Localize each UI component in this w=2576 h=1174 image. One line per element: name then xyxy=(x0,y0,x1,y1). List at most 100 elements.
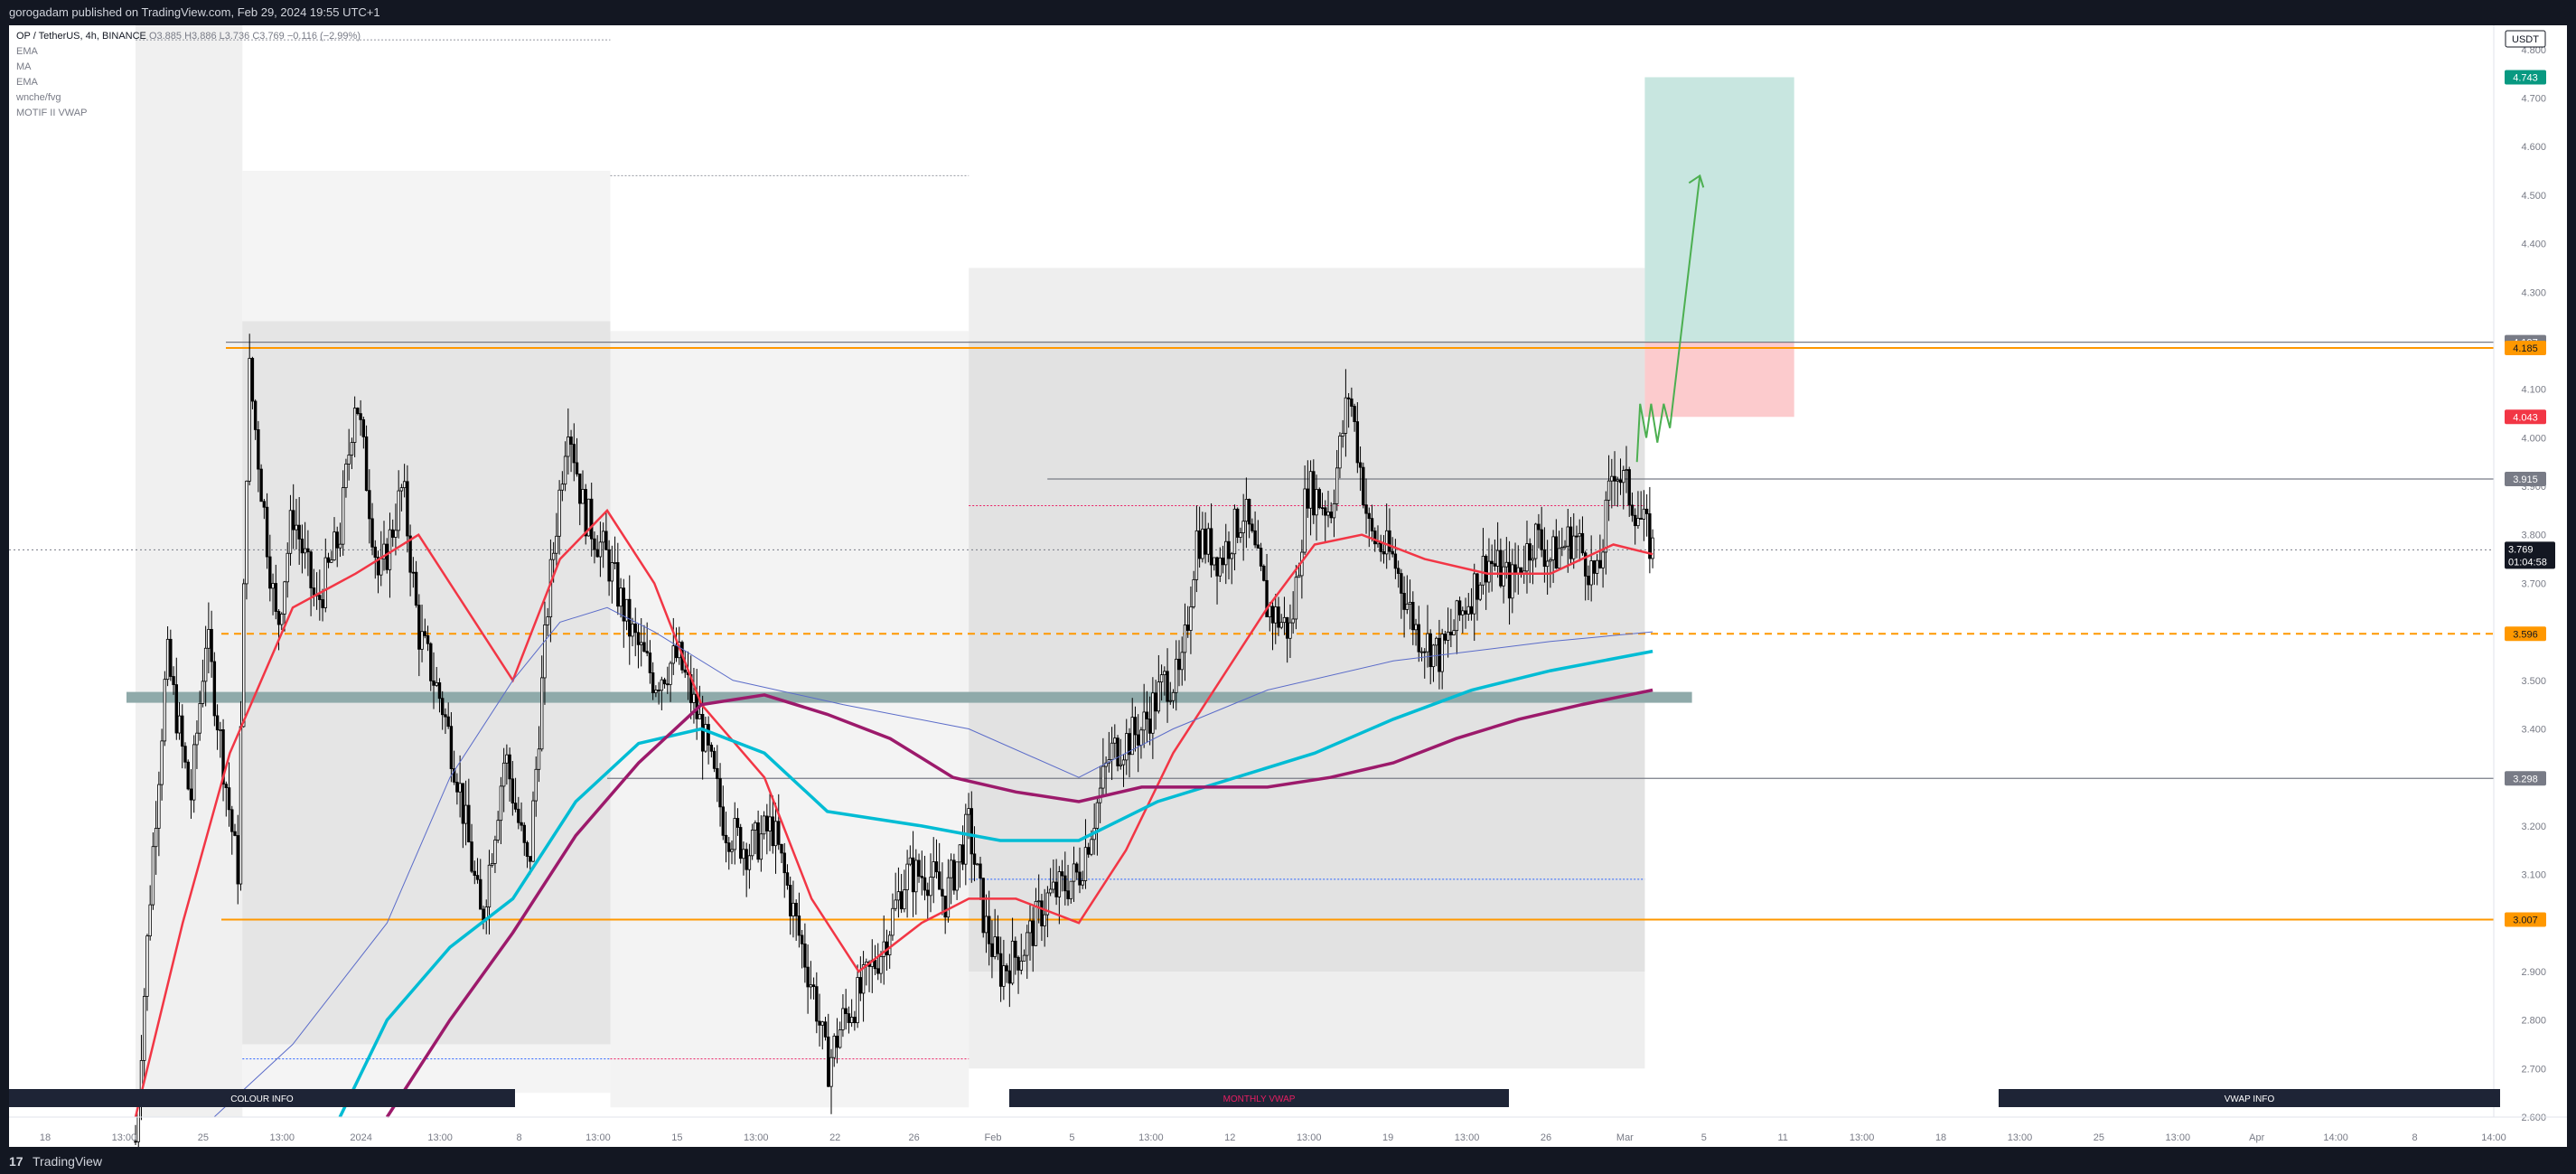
candle-body[interactable] xyxy=(333,531,336,560)
candle-body[interactable] xyxy=(1601,551,1605,568)
candle-body[interactable] xyxy=(622,587,625,622)
candle-body[interactable] xyxy=(446,716,450,728)
candle-body[interactable] xyxy=(1554,536,1559,568)
candle-body[interactable] xyxy=(849,1017,854,1023)
candle-body[interactable] xyxy=(513,803,518,810)
candle-body[interactable] xyxy=(551,552,556,560)
candle-body[interactable] xyxy=(143,996,146,1061)
position-target-zone[interactable] xyxy=(1644,77,1794,343)
candle-body[interactable] xyxy=(1282,616,1287,624)
candle-body[interactable] xyxy=(1142,711,1146,731)
candle-body[interactable] xyxy=(1270,606,1275,624)
candle-body[interactable] xyxy=(522,824,526,843)
candle-body[interactable] xyxy=(364,436,369,492)
candle-body[interactable] xyxy=(1338,436,1342,469)
candle-body[interactable] xyxy=(768,816,772,831)
candle-body[interactable] xyxy=(861,964,866,994)
candle-body[interactable] xyxy=(198,703,201,734)
candle-body[interactable] xyxy=(1291,618,1295,624)
candle-body[interactable] xyxy=(265,506,269,558)
candle-body[interactable] xyxy=(1016,956,1020,971)
candle-body[interactable] xyxy=(934,861,939,873)
candle-body[interactable] xyxy=(1028,920,1032,934)
candle-body[interactable] xyxy=(479,878,482,910)
candle-body[interactable] xyxy=(1580,532,1585,554)
candle-body[interactable] xyxy=(815,986,819,1022)
candle-body[interactable] xyxy=(145,935,149,997)
candle-body[interactable] xyxy=(1247,499,1251,525)
candle-body[interactable] xyxy=(1429,633,1432,668)
candle-body[interactable] xyxy=(501,762,506,787)
candle-body[interactable] xyxy=(1513,564,1517,574)
candle-body[interactable] xyxy=(1040,900,1044,926)
candle-body[interactable] xyxy=(1613,475,1616,482)
candle-body[interactable] xyxy=(642,642,646,653)
candle-body[interactable] xyxy=(645,651,649,653)
candle-body[interactable] xyxy=(219,728,222,731)
candle-body[interactable] xyxy=(908,857,913,865)
candle-body[interactable] xyxy=(984,916,988,934)
candle-body[interactable] xyxy=(423,631,426,636)
legend-indicator-ema-2[interactable]: EMA xyxy=(16,77,38,88)
candle-body[interactable] xyxy=(1507,561,1512,599)
candle-body[interactable] xyxy=(154,828,158,848)
candle-body[interactable] xyxy=(326,557,331,563)
candle-body[interactable] xyxy=(1197,530,1202,559)
candle-body[interactable] xyxy=(1636,518,1640,527)
candle-body[interactable] xyxy=(1154,692,1157,712)
candle-body[interactable] xyxy=(262,501,267,508)
candle-body[interactable] xyxy=(1209,528,1213,566)
candle-body[interactable] xyxy=(1063,875,1067,892)
candle-body[interactable] xyxy=(464,804,468,824)
candle-body[interactable] xyxy=(1312,471,1316,516)
candle-body[interactable] xyxy=(607,549,611,582)
candle-body[interactable] xyxy=(1005,965,1008,972)
candle-body[interactable] xyxy=(823,1021,828,1038)
candle-body[interactable] xyxy=(1355,421,1360,464)
candle-body[interactable] xyxy=(1455,600,1459,632)
candle-body[interactable] xyxy=(964,813,968,865)
candle-body[interactable] xyxy=(1294,577,1298,620)
candle-body[interactable] xyxy=(1057,871,1062,897)
candle-body[interactable] xyxy=(458,783,462,793)
candle-body[interactable] xyxy=(704,724,707,752)
candle-body[interactable] xyxy=(382,543,386,559)
candle-body[interactable] xyxy=(879,956,883,974)
candle-body[interactable] xyxy=(347,455,351,465)
candle-body[interactable] xyxy=(227,787,231,811)
candle-body[interactable] xyxy=(899,891,904,910)
candle-body[interactable] xyxy=(1288,622,1292,639)
candle-body[interactable] xyxy=(724,834,728,844)
candle-body[interactable] xyxy=(1384,530,1389,555)
candle-body[interactable] xyxy=(792,902,795,916)
candle-body[interactable] xyxy=(1519,567,1523,574)
candle-body[interactable] xyxy=(1405,603,1410,610)
candle-body[interactable] xyxy=(1531,558,1535,561)
candle-body[interactable] xyxy=(379,558,383,576)
candle-body[interactable] xyxy=(593,538,596,550)
candle-body[interactable] xyxy=(847,1013,851,1023)
candle-body[interactable] xyxy=(1317,489,1321,509)
candle-body[interactable] xyxy=(1171,691,1176,701)
candle-body[interactable] xyxy=(344,463,348,489)
candle-body[interactable] xyxy=(352,408,357,443)
candle-body[interactable] xyxy=(1551,536,1555,560)
candle-body[interactable] xyxy=(373,546,377,559)
candle-body[interactable] xyxy=(1221,557,1225,566)
candle-body[interactable] xyxy=(1052,881,1055,890)
candle-body[interactable] xyxy=(1525,543,1529,572)
candle-body[interactable] xyxy=(1598,559,1602,568)
candle-body[interactable] xyxy=(1235,508,1240,538)
candle-body[interactable] xyxy=(683,669,687,673)
candle-body[interactable] xyxy=(1157,681,1161,712)
candle-body[interactable] xyxy=(1303,488,1307,553)
candle-body[interactable] xyxy=(806,966,810,988)
chart-area[interactable]: 4.8004.7004.6004.5004.4004.3004.2004.100… xyxy=(9,25,2567,1147)
candle-body[interactable] xyxy=(1218,557,1222,577)
candle-body[interactable] xyxy=(876,968,880,974)
candle-body[interactable] xyxy=(1367,512,1371,520)
candle-body[interactable] xyxy=(891,907,895,936)
candle-body[interactable] xyxy=(747,855,752,870)
candle-body[interactable] xyxy=(1627,469,1631,506)
candle-body[interactable] xyxy=(1563,545,1567,548)
